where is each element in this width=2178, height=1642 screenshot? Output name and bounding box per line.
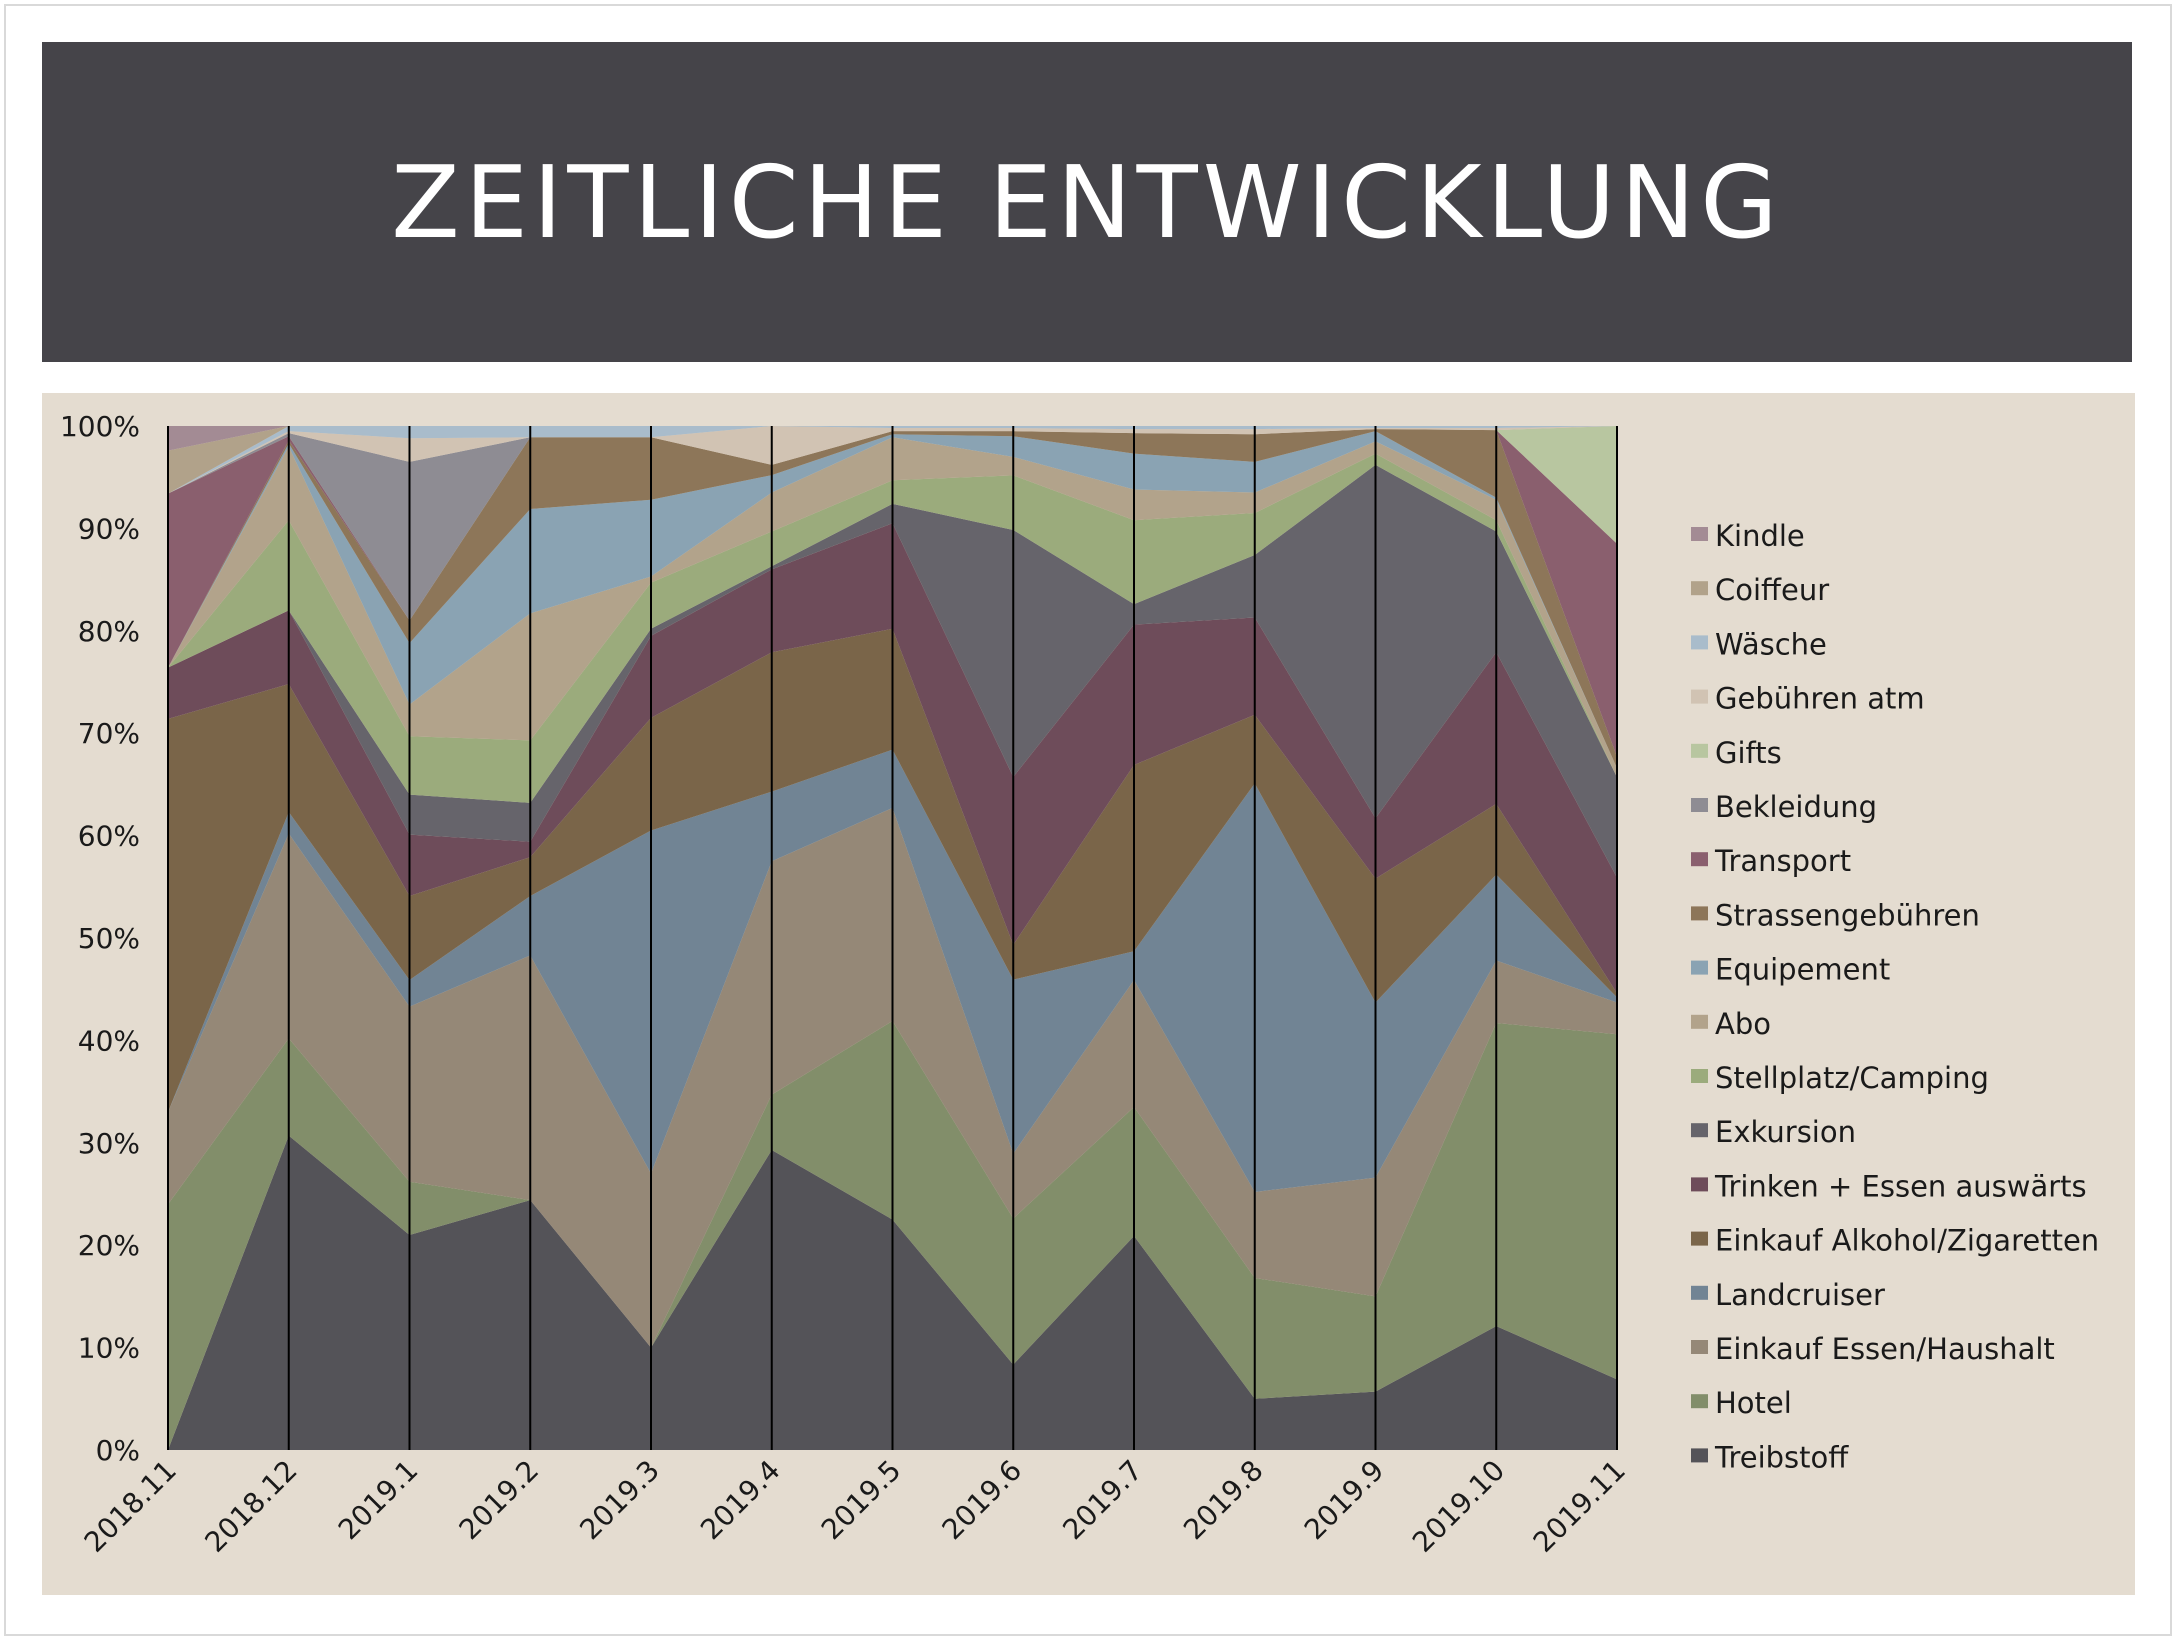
legend-swatch [1691,1177,1708,1192]
area-geb-hren-atm [168,426,1617,494]
legend-label: Trinken + Essen auswärts [1714,1169,2087,1203]
legend-swatch [1691,798,1708,812]
legend-swatch [1691,1123,1708,1138]
legend-item: Einkauf Essen/Haushalt [1691,1332,2055,1366]
legend-label: Coiffeur [1715,573,1829,607]
legend-label: Abo [1715,1007,1771,1041]
legend-swatch [1691,689,1708,704]
legend-item: Gebühren atm [1691,682,1925,716]
legend-label: Hotel [1715,1386,1792,1420]
slide-frame [4,4,2172,1636]
legend-item: Einkauf Alkohol/Zigaretten [1691,1224,2099,1258]
legend-swatch [1691,1394,1708,1409]
legend-swatch [1691,1340,1708,1354]
y-tick-label: 0% [96,1434,140,1467]
legend-swatch [1691,1285,1708,1300]
legend-swatch [1691,1069,1708,1083]
y-tick-label: 40% [78,1024,140,1057]
y-tick-label: 100% [60,410,140,443]
legend-swatch [1691,1231,1708,1246]
legend-item: Treibstoff [1691,1440,1849,1474]
area-strassengeb-hren [168,429,1617,769]
y-tick-label: 10% [78,1332,140,1365]
y-tick-label: 30% [78,1127,140,1160]
legend-item: Abo [1691,1007,1771,1041]
x-axis: 2018.11 2018.12 2019.1 2019.2 2019.3 2019.4 20… [78,1454,1632,1559]
slide-title: ZEITLICHE ENTWICKLUNG [391,143,1783,261]
legend-item: Bekleidung [1691,790,1877,824]
legend-item: Strassengebühren [1691,898,1980,932]
title-banner: ZEITLICHE ENTWICKLUNG [42,42,2132,362]
legend-label: Kindle [1715,519,1805,553]
legend-label: Exkursion [1715,1115,1856,1149]
legend-item: Hotel [1691,1386,1792,1420]
legend-item: Kindle [1691,519,1805,553]
legend-item: Gifts [1691,736,1782,770]
legend-label: Treibstoff [1714,1440,1849,1474]
legend-swatch [1691,1448,1708,1463]
legend-label: Wäsche [1715,627,1827,661]
x-tick-label: 2019.3 [573,1454,666,1547]
x-tick-label: 2019.6 [936,1454,1029,1547]
x-tick-label: 2019.2 [453,1454,546,1547]
x-tick-label: 2019.9 [1298,1454,1391,1547]
legend-item: Equipement [1691,953,1890,987]
legend-item: Trinken + Essen auswärts [1691,1169,2087,1203]
y-tick-label: 90% [78,512,140,545]
x-tick-label: 2019.7 [1056,1454,1149,1547]
legend-swatch [1691,635,1708,650]
legend-swatch [1691,743,1708,758]
legend-swatch [1691,906,1708,921]
legend-item: Stellplatz/Camping [1691,1061,1989,1095]
legend-label: Gebühren atm [1715,682,1925,716]
x-tick-label: 2018.11 [78,1454,183,1559]
x-tick-label: 2019.10 [1406,1454,1511,1559]
legend-swatch [1691,1014,1708,1029]
legend-label: Landcruiser [1715,1278,1885,1312]
x-tick-label: 2019.8 [1177,1454,1270,1547]
x-tick-label: 2019.11 [1527,1454,1632,1559]
y-tick-label: 60% [78,820,140,853]
y-tick-label: 70% [78,717,140,750]
drop-lines [167,426,1618,1450]
x-tick-label: 2019.1 [332,1454,425,1547]
legend: Kindle Coiffeur Wäsche Gebühren atm Gifts Bek… [1691,519,2099,1474]
legend-label: Gifts [1715,736,1782,770]
y-axis: 0% 10% 20% 30% 40% 50% 60% 70% 80% 90% 100% [60,410,140,1467]
legend-swatch [1691,960,1708,975]
x-tick-label: 2019.5 [815,1454,908,1547]
area-bekleidung [168,429,1617,621]
y-tick-label: 20% [78,1229,140,1262]
legend-label: Bekleidung [1715,790,1877,824]
legend-item: Coiffeur [1691,573,1829,607]
legend-label: Stellplatz/Camping [1715,1061,1989,1095]
legend-swatch [1691,527,1708,541]
x-tick-label: 2019.4 [694,1454,787,1547]
x-tick-label: 2018.12 [198,1454,303,1559]
legend-label: Strassengebühren [1715,898,1980,932]
legend-label: Einkauf Essen/Haushalt [1715,1332,2055,1366]
legend-swatch [1691,852,1708,867]
legend-swatch [1691,581,1708,596]
legend-item: Landcruiser [1691,1278,1885,1312]
legend-item: Wäsche [1691,627,1827,661]
legend-label: Einkauf Alkohol/Zigaretten [1715,1224,2099,1258]
legend-label: Transport [1714,844,1851,878]
legend-item: Exkursion [1691,1115,1856,1149]
y-tick-label: 80% [78,615,140,648]
legend-label: Equipement [1715,953,1890,987]
y-tick-label: 50% [78,922,140,955]
legend-item: Transport [1691,844,1851,878]
